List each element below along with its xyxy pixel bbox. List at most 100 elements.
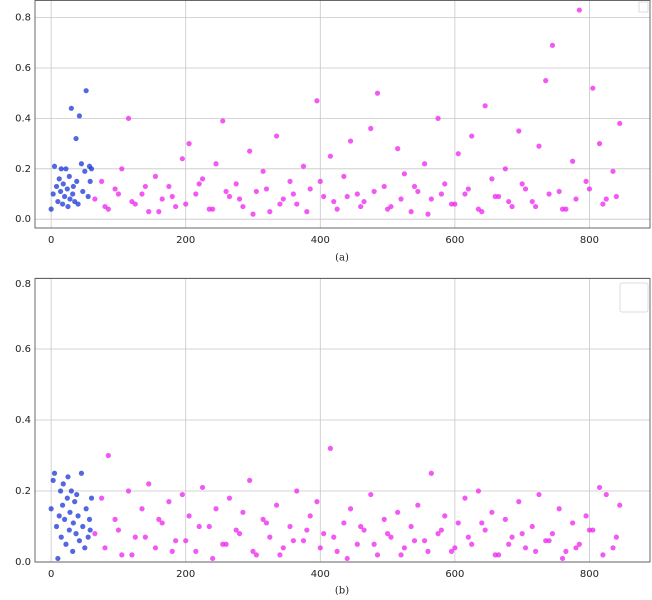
point (482, 527, 488, 533)
point (334, 548, 340, 554)
point (596, 484, 603, 491)
x-tick-label: 200 (176, 569, 195, 580)
point (183, 201, 189, 207)
point (469, 541, 475, 547)
point (152, 173, 159, 179)
point (132, 534, 138, 540)
point (59, 201, 66, 207)
point (368, 125, 374, 132)
point (169, 193, 175, 200)
point (300, 163, 307, 169)
point (559, 206, 566, 212)
point (53, 183, 60, 190)
point (347, 138, 354, 144)
point (519, 531, 525, 537)
point (401, 545, 408, 551)
point (105, 452, 111, 459)
point (492, 193, 498, 200)
point (57, 488, 64, 494)
point (280, 196, 286, 202)
point (435, 531, 441, 537)
point (489, 509, 495, 515)
point (125, 488, 132, 494)
point (146, 481, 152, 487)
point (519, 181, 525, 187)
point (448, 548, 455, 554)
point (516, 128, 522, 134)
y-tick-label: 0.2 (15, 486, 31, 497)
point (186, 141, 192, 147)
point (223, 541, 229, 547)
point (388, 534, 394, 540)
point (294, 488, 300, 494)
point (102, 203, 108, 210)
point (64, 186, 70, 192)
point (442, 181, 448, 187)
point (533, 203, 539, 210)
point (516, 499, 522, 505)
point (482, 103, 488, 109)
point (233, 181, 239, 187)
point (590, 85, 596, 91)
point (62, 193, 68, 200)
point (50, 191, 56, 197)
point (236, 196, 243, 202)
point (119, 166, 125, 172)
point (354, 541, 360, 547)
point (59, 502, 66, 508)
point (80, 188, 86, 195)
point (452, 545, 458, 551)
legend-box (619, 282, 649, 313)
point (263, 520, 270, 526)
point (183, 538, 189, 544)
point (65, 203, 71, 210)
point (247, 477, 253, 483)
point (583, 513, 589, 519)
point (78, 470, 85, 476)
x-tick-label: 800 (580, 569, 599, 580)
y-tick-label: 0.6 (15, 63, 31, 74)
point (314, 98, 320, 104)
point (142, 534, 148, 540)
point (334, 206, 340, 212)
point (411, 183, 418, 190)
x-tick-label: 0 (48, 569, 54, 580)
y-tick-label: 0.4 (15, 113, 31, 124)
point (546, 538, 552, 544)
point (408, 209, 414, 215)
point (408, 523, 414, 530)
point (129, 552, 135, 558)
point (354, 191, 360, 197)
point (576, 541, 582, 547)
point (247, 148, 253, 154)
point (381, 183, 387, 190)
x-tick-label: 800 (580, 235, 599, 246)
point (273, 502, 280, 508)
point (395, 146, 401, 152)
point (240, 203, 246, 210)
point (213, 161, 219, 167)
point (62, 516, 68, 523)
point (374, 90, 381, 96)
x-tick-label: 200 (176, 235, 195, 246)
point (425, 548, 431, 554)
point (398, 552, 404, 558)
point (415, 502, 421, 508)
point (60, 181, 66, 187)
point (358, 203, 364, 210)
point (304, 527, 310, 533)
point (455, 520, 461, 526)
point (438, 191, 445, 197)
point (502, 516, 508, 523)
point (509, 203, 515, 210)
point (139, 191, 145, 197)
point (166, 499, 172, 505)
point (465, 534, 471, 540)
point (83, 506, 89, 512)
point (617, 120, 623, 127)
point (193, 548, 199, 554)
point (156, 516, 162, 523)
point (529, 523, 535, 530)
